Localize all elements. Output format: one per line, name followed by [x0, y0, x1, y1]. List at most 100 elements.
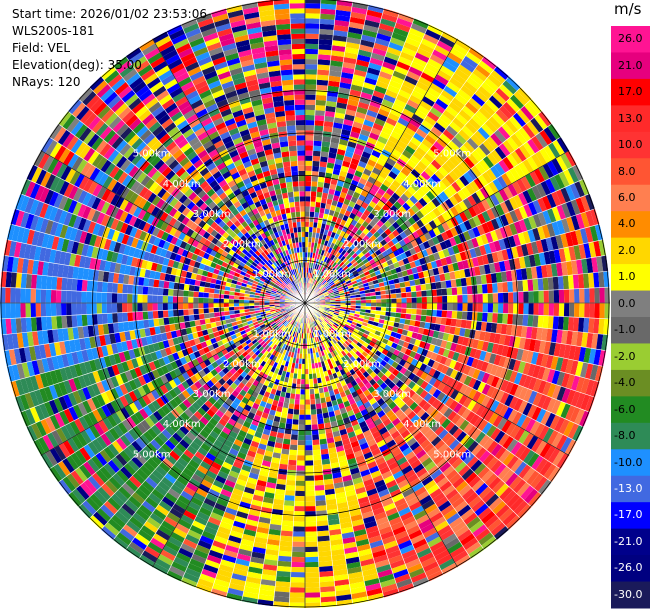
- velocity-gate: [344, 46, 359, 55]
- velocity-gate: [317, 59, 331, 66]
- velocity-gate: [542, 315, 549, 329]
- velocity-gate: [399, 51, 415, 62]
- velocity-gate: [338, 196, 346, 204]
- velocity-gate: [532, 315, 539, 328]
- velocity-gate: [289, 592, 305, 598]
- velocity-gate: [349, 230, 356, 238]
- velocity-gate: [307, 247, 311, 253]
- velocity-gate: [533, 290, 539, 303]
- velocity-gate: [328, 253, 333, 259]
- velocity-gate: [317, 423, 325, 430]
- velocity-gate: [305, 577, 320, 583]
- velocity-gate: [343, 57, 357, 65]
- velocity-gate: [324, 208, 330, 215]
- velocity-gate: [326, 90, 339, 98]
- velocity-gate: [369, 154, 379, 163]
- ray-separator: [304, 56, 485, 304]
- velocity-gate: [420, 72, 435, 83]
- velocity-gate: [386, 303, 392, 308]
- velocity-gate: [421, 119, 434, 131]
- velocity-gate: [333, 163, 342, 171]
- velocity-gate: [315, 196, 322, 203]
- velocity-gate: [406, 70, 421, 82]
- velocity-gate: [369, 171, 379, 180]
- velocity-gate: [372, 122, 384, 132]
- velocity-gate: [365, 72, 379, 81]
- velocity-gate: [443, 85, 458, 98]
- velocity-gate: [406, 291, 412, 298]
- velocity-gate: [371, 299, 377, 303]
- velocity-gate: [308, 226, 313, 233]
- velocity-gate: [558, 289, 565, 303]
- velocity-gate: [388, 170, 398, 180]
- velocity-gate: [315, 269, 320, 276]
- velocity-gate: [334, 112, 346, 119]
- velocity-gate: [431, 49, 448, 61]
- velocity-gate: [349, 162, 358, 171]
- velocity-gate: [401, 303, 407, 309]
- velocity-gate: [411, 303, 417, 309]
- velocity-gate: [292, 546, 305, 553]
- velocity-gate: [314, 120, 325, 127]
- velocity-gate: [305, 597, 321, 603]
- velocity-gate: [312, 279, 316, 285]
- velocity-gate: [335, 185, 343, 192]
- velocity-gate: [415, 81, 430, 92]
- velocity-gate: [347, 141, 357, 149]
- velocity-gate: [315, 99, 327, 106]
- velocity-gate: [396, 17, 413, 28]
- velocity-gate: [321, 458, 331, 465]
- velocity-gate: [414, 52, 430, 63]
- ray-separator: [304, 12, 400, 304]
- velocity-gate: [356, 165, 365, 173]
- velocity-gate: [320, 8, 336, 15]
- velocity-gate: [305, 38, 319, 45]
- velocity-gate: [305, 384, 310, 390]
- velocity-gate: [335, 245, 341, 252]
- velocity-gate: [305, 13, 321, 19]
- velocity-gate: [409, 118, 422, 129]
- velocity-gate: [507, 281, 514, 293]
- velocity-gate: [335, 153, 345, 161]
- velocity-gate: [305, 170, 312, 177]
- ray-separator: [304, 0, 322, 304]
- velocity-gate: [429, 82, 444, 95]
- velocity-gate: [320, 146, 330, 153]
- velocity-gate: [338, 241, 344, 248]
- velocity-gate: [385, 175, 395, 184]
- velocity-gate: [320, 151, 329, 158]
- velocity-gate: [379, 103, 392, 113]
- velocity-gate: [319, 13, 336, 20]
- velocity-gate: [446, 287, 453, 296]
- velocity-gate: [293, 526, 305, 532]
- velocity-gate: [350, 11, 367, 20]
- velocity-gate: [317, 276, 322, 282]
- velocity-gate: [319, 260, 324, 266]
- velocity-gate: [292, 536, 305, 542]
- velocity-gate: [331, 261, 337, 268]
- velocity-gate: [345, 145, 356, 154]
- velocity-gate: [315, 201, 321, 208]
- velocity-gate: [460, 319, 467, 329]
- velocity-gate: [381, 98, 394, 108]
- velocity-gate: [393, 162, 404, 172]
- velocity-gate: [522, 314, 529, 327]
- velocity-gate: [547, 315, 554, 329]
- velocity-gate: [313, 464, 323, 471]
- velocity-gate: [569, 303, 575, 318]
- velocity-gate: [476, 284, 483, 294]
- velocity-gate: [311, 232, 317, 238]
- ray-separator: [304, 4, 369, 304]
- velocity-gate: [360, 201, 369, 210]
- velocity-gate: [390, 75, 405, 85]
- velocity-gate: [328, 70, 342, 78]
- velocity-gate: [361, 87, 375, 96]
- velocity-gate: [299, 409, 305, 415]
- velocity-gate: [381, 303, 387, 308]
- velocity-gate: [323, 121, 334, 128]
- velocity-gate: [391, 192, 401, 201]
- velocity-gate: [401, 131, 413, 141]
- velocity-gate: [599, 303, 605, 319]
- velocity-gate: [288, 454, 297, 461]
- velocity-gate: [385, 89, 398, 99]
